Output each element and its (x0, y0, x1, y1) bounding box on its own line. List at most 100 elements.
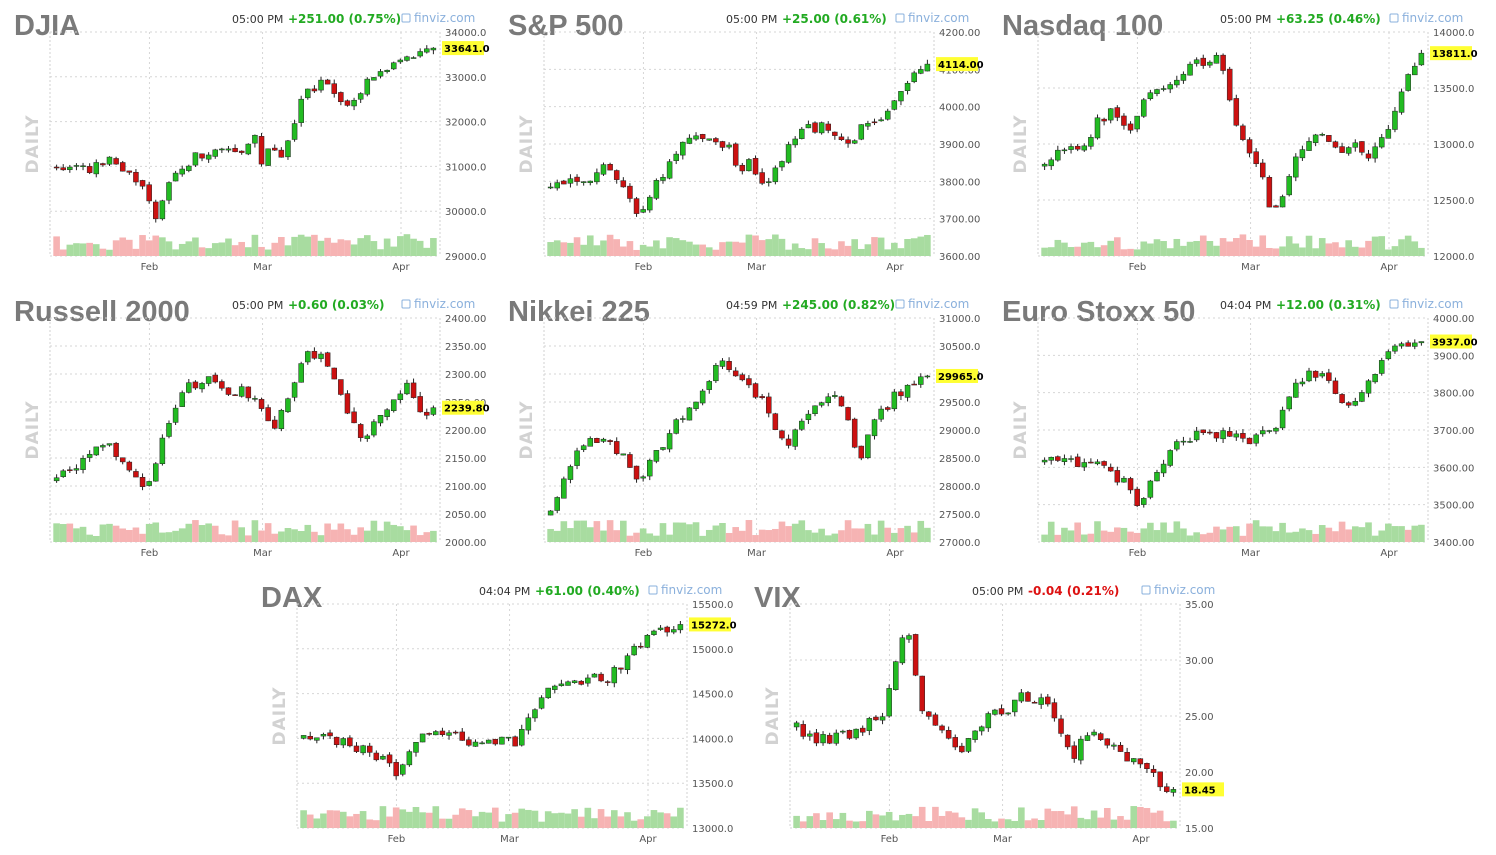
volume-bar (1041, 247, 1048, 256)
candle-body (186, 165, 192, 171)
candle-body (1339, 146, 1345, 153)
candle-body (713, 138, 719, 143)
candle-body (706, 138, 713, 141)
y-tick-label: 12500.0 (1433, 196, 1474, 207)
candle-body (578, 680, 584, 685)
last-price-bg (936, 368, 978, 383)
candle-body (567, 466, 574, 480)
volume-bar (1163, 821, 1171, 828)
candle-body (959, 745, 965, 753)
volume-bar (1404, 235, 1412, 256)
volume-bar (430, 530, 437, 542)
volume-bar (1358, 527, 1366, 542)
volume-bar (677, 807, 684, 828)
candle-body (472, 741, 479, 747)
volume-bar (859, 821, 867, 828)
candle-body (1279, 196, 1286, 208)
candle-body (574, 176, 580, 182)
candle-body (965, 738, 972, 752)
volume-bar (1044, 808, 1052, 828)
volume-bar (1130, 806, 1138, 828)
candle-body (324, 352, 331, 367)
candle-body (1137, 758, 1144, 765)
candle-body (318, 353, 324, 359)
chart-panel-djia: DJIA 05:00 PM +251.00 (0.75%) finviz.com DAI… (10, 2, 490, 274)
volume-bar (225, 238, 232, 256)
candle-body (726, 144, 732, 148)
y-tick-label: 30500.0 (939, 342, 980, 353)
candle-body (73, 468, 80, 471)
candle-body (373, 752, 380, 761)
volume-bar (765, 530, 773, 542)
chart-panel-nasdaq100: Nasdaq 100 05:00 PM +63.25 (0.46%) finviz.c… (998, 2, 1478, 274)
candle-body (765, 181, 772, 183)
source-icon (1141, 585, 1151, 595)
candle-body (53, 477, 60, 482)
candle-body (838, 136, 845, 141)
volume-bar (1266, 247, 1273, 256)
volume-bar (951, 812, 959, 828)
volume-bar (553, 240, 561, 256)
candle-body (133, 171, 139, 183)
volume-bar (357, 238, 364, 256)
candle-body (591, 673, 598, 678)
candle-body (879, 716, 886, 721)
candle-body (126, 170, 133, 173)
volume-bar (1064, 814, 1071, 828)
y-tick-label: 15.00 (1185, 824, 1214, 835)
volume-bar (278, 531, 285, 542)
volume-bar (918, 806, 926, 828)
volume-bar (297, 234, 305, 256)
candle-body (832, 395, 838, 397)
y-tick-label: 15500.0 (692, 600, 733, 611)
candle-body (911, 72, 917, 83)
candle-body (866, 718, 873, 731)
candle-body (1405, 342, 1411, 347)
candle-body (918, 376, 924, 385)
candle-body (1193, 59, 1200, 64)
volume-bar (425, 812, 433, 828)
candle-body (939, 725, 945, 731)
volume-bar (659, 523, 667, 542)
source-icon (401, 299, 411, 309)
volume-bar (1365, 522, 1372, 542)
volume-bar (778, 521, 786, 542)
chart-svg: VIX 05:00 PM -0.04 (0.21%) finviz.com DAILY 3… (754, 582, 1224, 845)
volume-bar (1170, 820, 1177, 828)
volume-bar (472, 816, 479, 828)
period-label: DAILY (763, 686, 783, 745)
volume-bars (53, 520, 437, 542)
candle-body (192, 152, 199, 166)
volume-bar (339, 811, 347, 828)
candle-body (1365, 153, 1372, 159)
volume-bar (1279, 246, 1286, 256)
candle-body (1114, 107, 1121, 118)
volume-bar (844, 520, 852, 542)
volume-bar (139, 533, 146, 542)
candle-body (647, 459, 653, 477)
candle-body (499, 736, 505, 745)
volume-bar (897, 528, 905, 542)
candle-body (633, 465, 640, 480)
candle-body (278, 409, 285, 430)
candle-body (607, 440, 613, 442)
candle-body (759, 396, 765, 399)
volume-bar (758, 529, 766, 542)
volume-bars (547, 520, 931, 542)
volume-bar (126, 239, 133, 256)
chart-time: 05:00 PM (972, 585, 1023, 598)
y-tick-label: 4200.00 (939, 28, 980, 39)
period-label: DAILY (23, 114, 43, 173)
candle-body (1378, 137, 1385, 148)
candle-body (1345, 402, 1352, 406)
y-tick-label: 28500.0 (939, 454, 980, 465)
volume-bar (805, 530, 812, 542)
candle-body (613, 170, 620, 180)
volume-bar (185, 241, 193, 256)
volume-bar (1226, 241, 1233, 256)
candle-body (1134, 488, 1140, 506)
candle-body (238, 386, 245, 397)
candle-body (424, 48, 430, 53)
volume-bar (66, 244, 74, 256)
volume-bar (844, 245, 852, 256)
